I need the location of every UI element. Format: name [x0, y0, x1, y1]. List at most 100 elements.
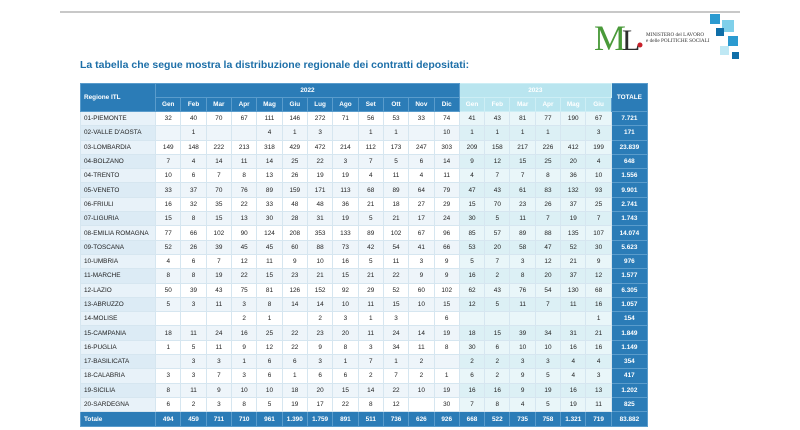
year-header: 2022 [155, 83, 460, 98]
logo-square [716, 28, 724, 36]
value-cell: 23 [509, 196, 536, 213]
value-cell: 16 [458, 382, 486, 398]
value-cell: 67 [585, 110, 612, 127]
value-cell: 159 [281, 182, 308, 198]
value-cell: 5 [534, 396, 562, 413]
value-cell: 52 [155, 239, 182, 255]
value-cell: 3 [332, 153, 359, 170]
value-cell: 7 [585, 211, 612, 227]
value-cell: 126 [281, 282, 308, 298]
value-cell: 12 [256, 339, 283, 356]
value-cell: 11 [382, 253, 410, 270]
value-cell: 11 [205, 339, 233, 356]
value-cell: 1 [332, 354, 359, 370]
month-header: Mar [509, 97, 536, 112]
value-cell: 18 [155, 325, 182, 341]
value-cell: 1 [281, 368, 308, 384]
value-cell: 2 [408, 368, 435, 384]
value-cell: 4 [509, 396, 536, 413]
value-cell [408, 311, 435, 327]
value-cell: 190 [560, 110, 587, 127]
total-cell: 6.305 [610, 282, 649, 298]
value-cell: 26 [281, 168, 308, 184]
value-cell: 1 [484, 125, 511, 141]
value-cell: 22 [306, 153, 334, 170]
value-cell [155, 354, 182, 370]
value-cell: 30 [256, 211, 283, 227]
month-header: Nov [408, 97, 435, 112]
value-cell: 16 [560, 339, 587, 356]
table-row: 16-PUGLIA 1 5 11 9 12 22 9 8 3 34 11 8 30 6 10 10 16 16 1.1… [79, 339, 649, 356]
value-cell: 47 [458, 182, 486, 198]
value-cell: 3 [408, 253, 435, 270]
total-cell: 1.743 [610, 211, 649, 227]
month-header: Dic [433, 97, 460, 112]
region-cell: 13-ABRUZZO [79, 296, 157, 313]
value-cell: 68 [585, 282, 612, 298]
value-cell: 9 [408, 268, 435, 284]
value-cell: 9 [433, 253, 460, 270]
value-cell: 1 [155, 339, 182, 356]
value-cell: 13 [231, 211, 258, 227]
value-cell: 19 [560, 396, 587, 413]
value-cell: 171 [306, 182, 334, 198]
value-cell: 272 [306, 110, 334, 127]
value-cell: 14 [433, 153, 460, 170]
value-cell: 25 [256, 325, 283, 341]
value-cell: 6 [256, 368, 283, 384]
total-cell: 2.741 [610, 196, 649, 213]
value-cell: 6 [332, 368, 359, 384]
value-cell: 18 [458, 325, 486, 341]
logo-letter-m: M [594, 18, 626, 58]
value-cell: 6 [458, 368, 486, 384]
value-cell: 43 [205, 282, 233, 298]
table-row: 10-UMBRIA 4 6 7 12 11 9 10 16 5 11 3 9 5 7 3 12 21 9 976 [79, 253, 649, 270]
value-cell: 37 [180, 182, 207, 198]
value-cell: 14 [306, 296, 334, 313]
month-header: Giu [585, 97, 612, 112]
value-cell: 6 [408, 153, 435, 170]
value-cell: 3 [306, 125, 334, 141]
value-cell: 15 [155, 211, 182, 227]
value-cell: 111 [256, 110, 283, 127]
month-header: Mag [256, 97, 283, 112]
value-cell: 5 [382, 153, 410, 170]
value-cell: 6 [433, 311, 460, 327]
value-cell: 8 [509, 268, 536, 284]
region-cell: 05-VENETO [79, 182, 157, 198]
value-cell: 511 [357, 411, 384, 428]
value-cell [205, 311, 233, 327]
value-cell: 12 [231, 253, 258, 270]
value-cell: 4 [357, 168, 384, 184]
region-cell: 20-SARDEGNA [79, 396, 157, 413]
month-header: Mar [205, 97, 233, 112]
value-cell: 10 [408, 382, 435, 398]
value-cell: 3 [180, 368, 207, 384]
value-cell: 5 [357, 253, 384, 270]
value-cell: 16 [231, 325, 258, 341]
total-cell: 1.577 [610, 268, 649, 284]
table-row: 11-MARCHE 8 8 19 22 15 23 21 15 21 22 9 9 16 2 8 20 37 12 1… [79, 268, 649, 284]
value-cell: 209 [458, 139, 486, 155]
value-cell: 79 [433, 182, 460, 198]
value-cell: 472 [306, 139, 334, 155]
value-cell: 9 [281, 253, 308, 270]
value-cell: 1.759 [306, 411, 334, 428]
value-cell: 1 [382, 354, 410, 370]
value-cell: 5 [256, 396, 283, 413]
value-cell: 1 [509, 125, 536, 141]
value-cell: 19 [332, 211, 359, 227]
value-cell: 208 [281, 225, 308, 241]
value-cell: 9 [509, 368, 536, 384]
value-cell: 25 [534, 153, 562, 170]
logo-square [710, 14, 720, 24]
table-row: 13-ABRUZZO 5 3 11 3 8 14 14 10 11 15 10 15 12 5 11 7 11 16… [79, 296, 649, 313]
value-cell: 4 [458, 168, 486, 184]
value-cell: 148 [180, 139, 207, 155]
value-cell: 4 [585, 153, 612, 170]
value-cell: 8 [180, 268, 207, 284]
value-cell: 21 [382, 211, 410, 227]
value-cell: 6 [281, 354, 308, 370]
value-cell: 11 [256, 253, 283, 270]
value-cell: 10 [306, 253, 334, 270]
